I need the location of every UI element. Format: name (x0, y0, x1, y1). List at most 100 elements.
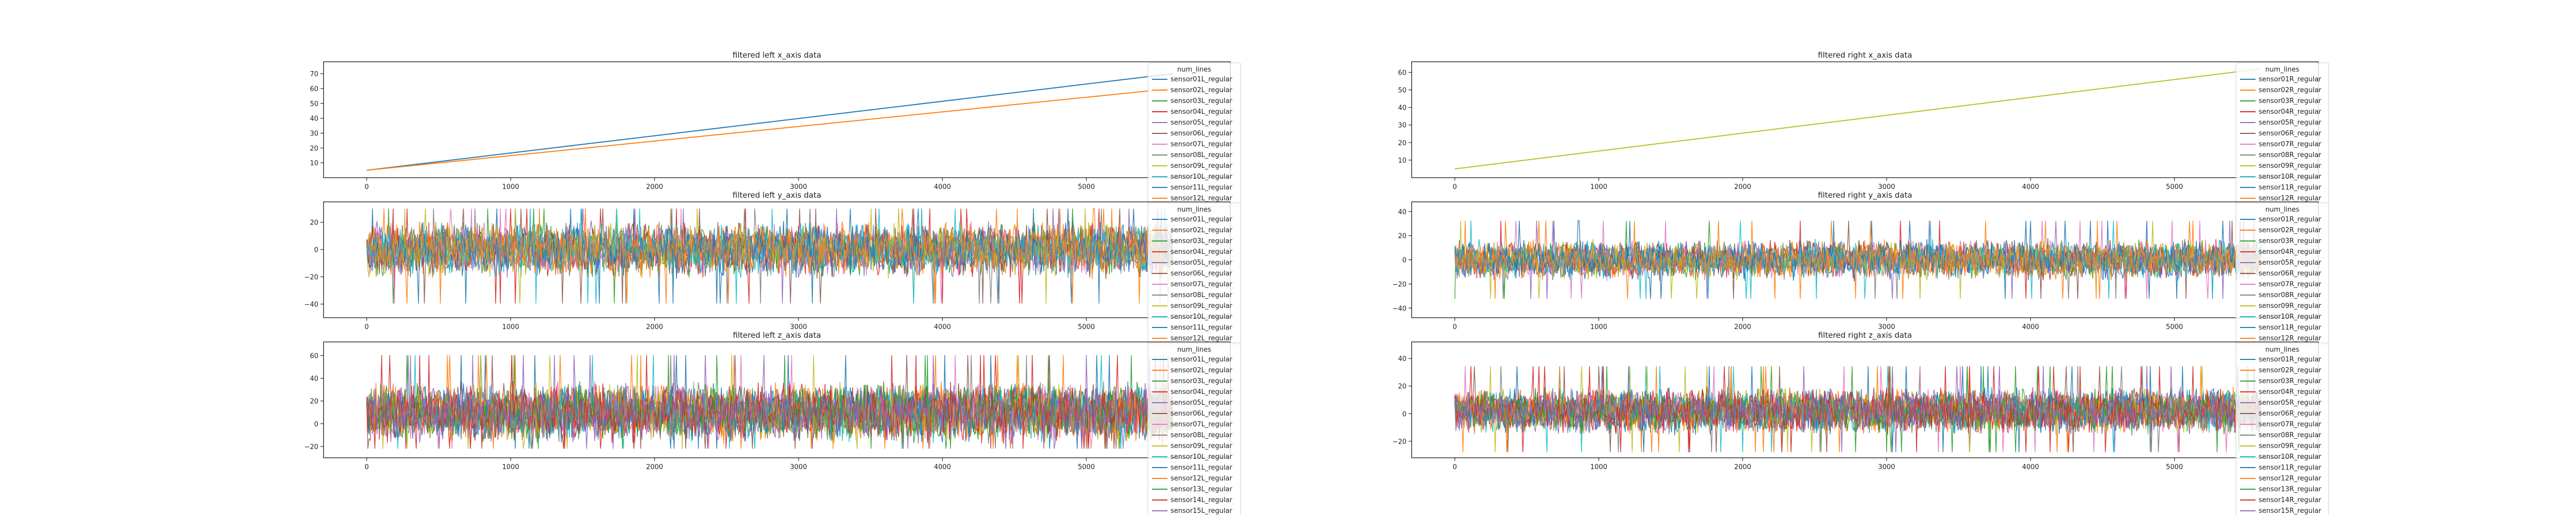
x-tick-label: 1000 (502, 323, 519, 331)
y-tick-label: 0 (1402, 410, 1406, 418)
legend-entry: sensor11R_regular (2259, 324, 2321, 332)
y-tick-label: 40 (310, 375, 318, 383)
x-tick-label: 0 (1453, 183, 1457, 191)
legend-entry: sensor04L_regular (1171, 108, 1232, 116)
x-tick-label: 5000 (1078, 323, 1095, 331)
x-tick-label: 2000 (646, 323, 663, 331)
y-tick-label: 20 (1398, 383, 1406, 391)
legend-entry: sensor10R_regular (2259, 453, 2321, 461)
y-tick-label: −20 (1393, 438, 1406, 446)
legend-entry: sensor03R_regular (2259, 97, 2321, 105)
legend-entry: sensor02R_regular (2259, 367, 2321, 374)
series-line-sensor12L_regular (366, 209, 1173, 304)
x-tick-label: 2000 (1734, 463, 1751, 471)
x-tick-label: 5000 (2166, 323, 2183, 331)
x-tick-label: 0 (1453, 463, 1457, 471)
x-tick-label: 5000 (1078, 183, 1095, 191)
legend-entry: sensor05L_regular (1171, 399, 1232, 407)
legend-entry: sensor01L_regular (1171, 76, 1232, 83)
series-line-sensor12R_regular (1454, 220, 2261, 299)
legend-entry: sensor08L_regular (1171, 151, 1232, 159)
series-line-sensor01L_regular (366, 73, 1173, 171)
legend-entry: sensor09L_regular (1171, 162, 1232, 170)
axes-frame (323, 61, 1231, 178)
legend-entry: sensor10L_regular (1171, 453, 1232, 461)
legend-entry: sensor08L_regular (1171, 432, 1232, 439)
y-tick-label: 10 (1398, 157, 1406, 165)
legend: num_lines sensor01L_regular sensor02L_regu… (1147, 202, 1241, 347)
chart-title: filtered left y_axis data (733, 191, 821, 200)
legend-entry: sensor10R_regular (2259, 313, 2321, 321)
legend-entry: sensor07R_regular (2259, 421, 2321, 428)
legend-entry: sensor03L_regular (1171, 377, 1232, 385)
y-tick-label: 60 (310, 352, 318, 360)
chart-left_y: 0 1000 2000 3000 4000 5000 −40 −20 0 20 filtered l… (304, 191, 1241, 347)
legend-entry: sensor08R_regular (2259, 151, 2321, 159)
legend-entry: sensor15L_regular (1171, 507, 1232, 515)
legend-entry: sensor03R_regular (2259, 237, 2321, 245)
x-tick-label: 5000 (2166, 183, 2183, 191)
x-tick-label: 4000 (934, 323, 951, 331)
y-tick-label: −40 (304, 301, 318, 309)
legend-entry: sensor06L_regular (1171, 270, 1232, 278)
y-tick-label: −20 (1393, 281, 1406, 288)
x-tick-label: 3000 (790, 183, 807, 191)
legend-title: num_lines (1177, 346, 1211, 354)
legend: num_lines sensor01R_regular sensor02R_regu… (2235, 342, 2329, 517)
legend-entry: sensor08R_regular (2259, 432, 2321, 439)
y-tick-label: 30 (310, 130, 318, 137)
chart-right_y: 0 1000 2000 3000 4000 5000 −40 −20 0 20 40 filtered… (1393, 191, 2329, 347)
y-tick-label: 70 (310, 71, 318, 78)
legend-entry: sensor04R_regular (2259, 248, 2321, 256)
legend-entry: sensor04R_regular (2259, 108, 2321, 116)
legend-entry: sensor03L_regular (1171, 237, 1232, 245)
y-tick-label: 20 (310, 219, 318, 227)
y-tick-label: −20 (304, 274, 318, 282)
plot-area (366, 73, 1173, 171)
chart-title: filtered left x_axis data (733, 50, 821, 60)
x-tick-label: 4000 (2022, 323, 2039, 331)
y-tick-label: 40 (1398, 209, 1406, 216)
legend-box (1147, 342, 1241, 517)
x-tick-label: 3000 (790, 323, 807, 331)
legend-entry: sensor09L_regular (1171, 442, 1232, 450)
series-line-sensor11R_regular (1454, 220, 2261, 299)
legend-entry: sensor01R_regular (2259, 216, 2321, 223)
legend-entry: sensor11L_regular (1171, 324, 1232, 332)
legend-entry: sensor05R_regular (2259, 399, 2321, 407)
legend-entry: sensor01L_regular (1171, 356, 1232, 364)
x-tick-label: 3000 (790, 463, 807, 471)
x-tick-label: 3000 (1878, 323, 1895, 331)
chart-title: filtered right x_axis data (1818, 50, 1912, 60)
series-line-sensor15R_regular (1454, 366, 2261, 453)
y-tick-label: 10 (310, 160, 318, 167)
legend-entry: sensor07R_regular (2259, 281, 2321, 288)
legend-title: num_lines (1177, 206, 1211, 214)
legend: num_lines sensor01R_regular sensor02R_regu… (2235, 202, 2329, 347)
legend-entry: sensor06R_regular (2259, 130, 2321, 137)
chart-title: filtered right z_axis data (1818, 331, 1912, 340)
legend-title: num_lines (2265, 206, 2299, 214)
legend-entry: sensor12R_regular (2259, 335, 2321, 342)
legend-entry: sensor02L_regular (1171, 87, 1232, 94)
legend-entry: sensor01R_regular (2259, 356, 2321, 364)
y-tick-label: −40 (1393, 305, 1406, 313)
x-tick-label: 5000 (2166, 463, 2183, 471)
y-tick-label: 50 (1398, 87, 1406, 95)
x-tick-label: 0 (365, 183, 369, 191)
legend: num_lines sensor01R_regular sensor02R_regu… (2235, 62, 2329, 206)
legend-entry: sensor13L_regular (1171, 486, 1232, 493)
legend-entry: sensor12L_regular (1171, 335, 1232, 342)
x-tick-label: 4000 (2022, 183, 2039, 191)
legend-entry: sensor04L_regular (1171, 388, 1232, 396)
legend-entry: sensor12L_regular (1171, 475, 1232, 482)
y-tick-label: 20 (310, 398, 318, 406)
legend-entry: sensor12L_regular (1171, 195, 1232, 202)
legend-entry: sensor01R_regular (2259, 76, 2321, 83)
legend-entry: sensor02R_regular (2259, 227, 2321, 234)
legend-entry: sensor07R_regular (2259, 141, 2321, 148)
y-tick-label: 20 (310, 145, 318, 152)
legend-entry: sensor05R_regular (2259, 119, 2321, 127)
legend-entry: sensor02R_regular (2259, 87, 2321, 94)
legend-entry: sensor07L_regular (1171, 281, 1232, 288)
